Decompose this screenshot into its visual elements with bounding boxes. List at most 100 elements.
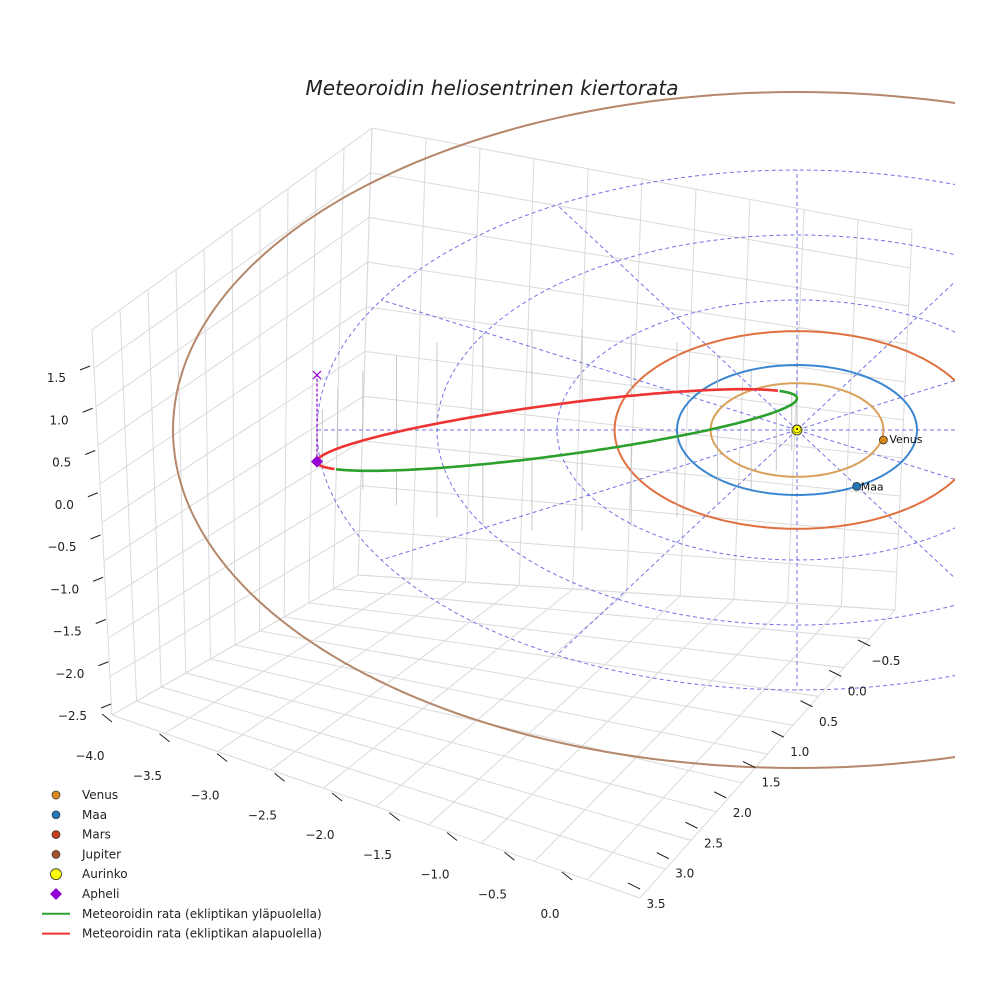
- z-tick: [100, 703, 112, 709]
- legend-marker: [50, 868, 62, 881]
- y-tick-label: 0.5: [819, 715, 838, 729]
- ecliptic-radial: [796, 429, 955, 480]
- legend-label: Aurinko: [82, 867, 128, 881]
- grid-line: [363, 395, 902, 459]
- grid-line: [639, 609, 896, 899]
- grid-line: [481, 599, 735, 844]
- ecliptic-radial: [796, 281, 955, 431]
- ecliptic-radial: [556, 204, 798, 431]
- x-tick-label: −3.5: [133, 769, 162, 783]
- x-tick: [159, 733, 170, 743]
- x-tick-label: −2.0: [305, 828, 334, 842]
- grid-line: [367, 261, 907, 345]
- legend-label: Maa: [82, 808, 107, 822]
- z-tick: [90, 534, 101, 540]
- legend-label: Meteoroidin rata (ekliptikan alapuolella…: [82, 927, 322, 941]
- chart-title: Meteoroidin heliosentrinen kiertorata: [306, 76, 679, 100]
- aphelion-marker: [311, 455, 323, 468]
- z-tick-label: 0.5: [52, 456, 71, 470]
- ecliptic-radial: [796, 429, 955, 579]
- legend-label: Apheli: [82, 887, 119, 901]
- grid-line: [370, 172, 911, 269]
- grid-line: [175, 269, 187, 674]
- y-tick: [771, 730, 784, 738]
- x-tick-label: −1.5: [363, 848, 392, 862]
- grid-line: [217, 581, 466, 753]
- grid-line: [369, 216, 909, 307]
- x-tick-label: −2.5: [248, 808, 277, 822]
- grid-line: [375, 592, 627, 807]
- z-tick-label: −0.5: [47, 540, 76, 554]
- legend: Venus Maa Mars Jupiter Aurinko Apheli Meteoroi…: [42, 788, 322, 941]
- meteoroid-orbit-below: [315, 387, 779, 471]
- meteoroid-orbit: [315, 329, 799, 531]
- ecliptic-radial: [381, 429, 798, 561]
- z-tick: [98, 661, 109, 667]
- venus-marker: [879, 435, 888, 445]
- orbit-mars: [613, 330, 955, 530]
- earth-marker: [852, 481, 862, 491]
- grid-line: [203, 249, 211, 660]
- x-tick-label: −0.5: [478, 887, 507, 901]
- legend-marker: [51, 850, 61, 859]
- legend-marker: [51, 830, 61, 839]
- z-tick: [82, 407, 93, 413]
- aphelion-projection-marker: [312, 370, 322, 380]
- x-tick: [274, 772, 285, 782]
- grid-line: [371, 127, 913, 231]
- markers: Venus Maa ☉: [311, 370, 923, 493]
- x-tick: [504, 851, 515, 861]
- z-tick: [95, 619, 106, 624]
- y-tick-label: −0.5: [871, 654, 900, 668]
- z-tick: [87, 492, 99, 498]
- y-tick: [829, 669, 842, 677]
- grid-line: [586, 606, 842, 881]
- x-tick: [216, 753, 228, 762]
- x-tick: [446, 832, 458, 841]
- grid-line: [164, 578, 412, 734]
- z-tick-label: −1.5: [53, 625, 82, 639]
- y-tick: [714, 791, 727, 799]
- z-tick-label: −2.0: [55, 667, 84, 681]
- x-tick-label: −4.0: [75, 749, 104, 763]
- grid-line: [366, 306, 906, 383]
- grid-line: [119, 309, 138, 702]
- y-tick: [742, 761, 756, 768]
- grid-line: [231, 228, 236, 646]
- z-tick-label: 1.0: [50, 413, 69, 427]
- ecliptic-radial: [796, 380, 955, 431]
- y-tick-label: 3.0: [675, 867, 694, 881]
- grid-line: [91, 329, 113, 716]
- z-tick-label: 1.5: [47, 371, 66, 385]
- x-tick: [561, 871, 573, 881]
- z-tick: [79, 365, 91, 371]
- y-tick-label: 0.0: [848, 684, 867, 698]
- grid-line: [147, 289, 162, 688]
- z-tick-label: −1.0: [50, 582, 79, 596]
- y-tick: [857, 639, 871, 647]
- legend-marker: [50, 888, 62, 900]
- z-tick-label: 0.0: [55, 498, 74, 512]
- grid-line: [283, 188, 289, 618]
- grid-line: [322, 588, 574, 789]
- grid-line: [534, 602, 788, 862]
- ecliptic-radial: [556, 429, 798, 656]
- x-tick-label: −1.0: [420, 868, 449, 882]
- meteoroid-orbit-above: [779, 389, 799, 399]
- z-tick-label: −2.5: [58, 709, 87, 723]
- x-tick: [331, 792, 343, 802]
- x-tick-label: −3.0: [190, 789, 219, 803]
- legend-label: Meteoroidin rata (ekliptikan yläpuolella…: [82, 907, 322, 921]
- earth-label: Maa: [861, 480, 884, 493]
- grid-line: [428, 595, 681, 826]
- z-tick: [85, 450, 96, 455]
- x-tick: [101, 713, 113, 723]
- y-tick-label: 1.5: [761, 776, 780, 790]
- y-tick: [685, 821, 698, 829]
- grid-line: [270, 585, 520, 771]
- orbit-jupiter: [171, 90, 955, 770]
- grid-line: [359, 529, 897, 573]
- legend-label: Jupiter: [81, 847, 121, 861]
- y-tick: [800, 700, 813, 708]
